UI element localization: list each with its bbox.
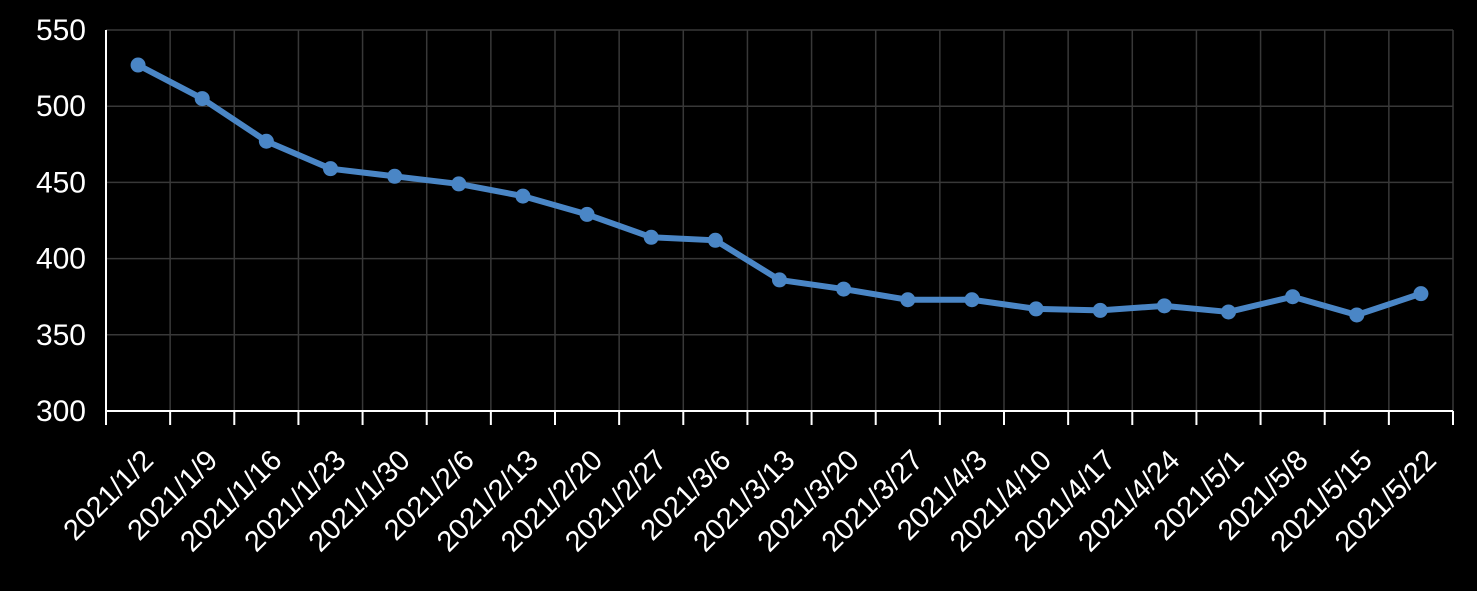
- y-axis-tick-label: 300: [36, 395, 86, 428]
- data-point-marker[interactable]: [836, 281, 852, 297]
- data-point-marker[interactable]: [707, 232, 723, 248]
- data-point-marker[interactable]: [1092, 302, 1108, 318]
- y-axis-tick-label: 400: [36, 243, 86, 276]
- y-axis-tick-label: 550: [36, 14, 86, 47]
- data-point-marker[interactable]: [900, 292, 916, 308]
- data-point-marker[interactable]: [194, 91, 210, 107]
- data-point-marker[interactable]: [387, 168, 403, 184]
- y-axis-tick-label: 350: [36, 319, 86, 352]
- y-axis-tick-label: 450: [36, 166, 86, 199]
- data-point-marker[interactable]: [323, 161, 338, 177]
- data-point-marker[interactable]: [964, 292, 980, 308]
- data-point-marker[interactable]: [451, 176, 467, 192]
- data-point-marker[interactable]: [643, 229, 659, 245]
- data-point-marker[interactable]: [1028, 301, 1044, 317]
- data-point-marker[interactable]: [258, 133, 274, 149]
- y-axis-tick-label: 500: [36, 90, 86, 123]
- data-point-marker[interactable]: [1349, 307, 1365, 323]
- data-point-marker[interactable]: [1285, 289, 1301, 305]
- data-point-marker[interactable]: [772, 272, 787, 288]
- data-point-marker[interactable]: [130, 57, 146, 73]
- data-point-marker[interactable]: [1221, 304, 1236, 320]
- data-point-marker[interactable]: [515, 188, 531, 204]
- data-point-marker[interactable]: [1413, 286, 1429, 302]
- data-point-marker[interactable]: [579, 206, 595, 222]
- data-point-marker[interactable]: [1156, 298, 1172, 314]
